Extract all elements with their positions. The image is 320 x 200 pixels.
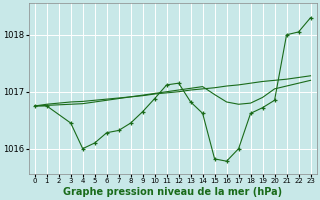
X-axis label: Graphe pression niveau de la mer (hPa): Graphe pression niveau de la mer (hPa) bbox=[63, 187, 282, 197]
